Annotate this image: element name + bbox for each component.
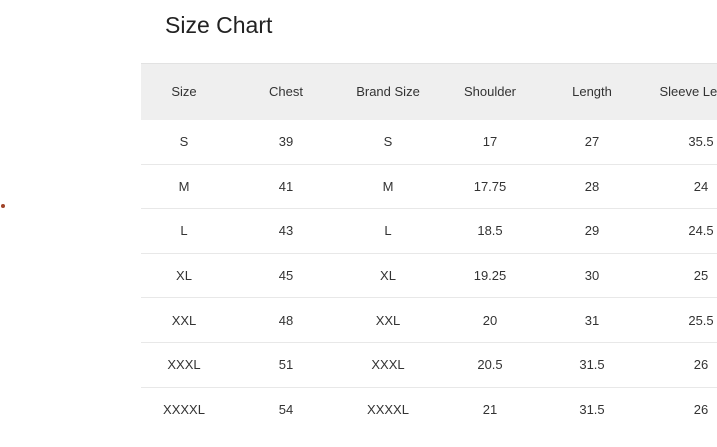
table-cell: 45 (278, 268, 294, 284)
table-cell: 26 (693, 402, 709, 418)
table-row: L 43 L 18.5 29 24.5 (141, 209, 717, 254)
column-header: Length (572, 83, 612, 99)
table-cell: XXL (171, 312, 197, 328)
table-row: XXXL 51 XXXL 20.5 31.5 26 (141, 342, 717, 388)
table-cell: M (178, 178, 190, 194)
table-cell: 27 (584, 134, 600, 150)
table-row: XXXXL 54 XXXXL 21 31.5 26 (141, 387, 717, 432)
table-cell: 17 (482, 134, 498, 150)
table-cell: 31.5 (579, 357, 605, 373)
table-cell: 35.5 (688, 134, 714, 150)
size-chart-table: Size Chest Brand Size Shoulder Length Sleeve … (141, 63, 717, 432)
table-cell: 48 (278, 312, 294, 328)
table-cell: 28 (584, 178, 600, 194)
table-cell: 26 (693, 357, 709, 373)
table-cell: 24.5 (688, 223, 714, 239)
table-cell: XL (380, 268, 396, 284)
table-cell: 20 (482, 312, 498, 328)
table-cell: 29 (584, 223, 600, 239)
table-cell: XXXL (167, 357, 201, 373)
table-cell: S (179, 134, 189, 150)
table-cell: L (384, 223, 392, 239)
table-row: XL 45 XL 19.25 30 25 (141, 253, 717, 298)
table-row: M 41 M 17.75 28 24 (141, 164, 717, 209)
table-cell: 25.5 (688, 312, 714, 328)
table-header-row: Size Chest Brand Size Shoulder Length Sleeve … (141, 63, 717, 120)
table-cell: M (382, 178, 394, 194)
column-header: Chest (269, 83, 303, 99)
table-cell: 17.75 (473, 178, 507, 194)
table-row: XXL 48 XXL 20 31 25.5 (141, 298, 717, 343)
table-cell: 31 (584, 312, 600, 328)
table-cell: 30 (584, 268, 600, 284)
table-cell: XXXXL (367, 402, 409, 418)
table-cell: 19.25 (473, 268, 507, 284)
table-cell: 31.5 (579, 402, 605, 418)
size-chart-table-container: Size Chest Brand Size Shoulder Length Sleeve … (141, 63, 717, 447)
table-cell: XXXXL (163, 402, 205, 418)
page-title: Size Chart (165, 12, 273, 38)
table-cell: 25 (693, 268, 709, 284)
table-cell: 41 (278, 178, 294, 194)
column-header: Size (171, 83, 197, 99)
table-cell: 54 (278, 402, 294, 418)
table-cell: XXXL (371, 357, 405, 373)
table-cell: 24 (693, 178, 709, 194)
table-cell: XXL (375, 312, 401, 328)
bullet-dot (1, 204, 5, 208)
table-cell: 51 (278, 357, 294, 373)
table-cell: 39 (278, 134, 294, 150)
table-row: S 39 S 17 27 35.5 (141, 120, 717, 165)
table-cell: 21 (482, 402, 498, 418)
table-cell: L (180, 223, 188, 239)
table-cell: 20.5 (477, 357, 503, 373)
column-header: Sleeve Length (659, 83, 717, 99)
table-cell: S (383, 134, 393, 150)
table-cell: 18.5 (477, 223, 503, 239)
table-cell: 43 (278, 223, 294, 239)
column-header: Shoulder (463, 83, 517, 99)
table-cell: XL (176, 268, 192, 284)
column-header: Brand Size (356, 83, 420, 99)
